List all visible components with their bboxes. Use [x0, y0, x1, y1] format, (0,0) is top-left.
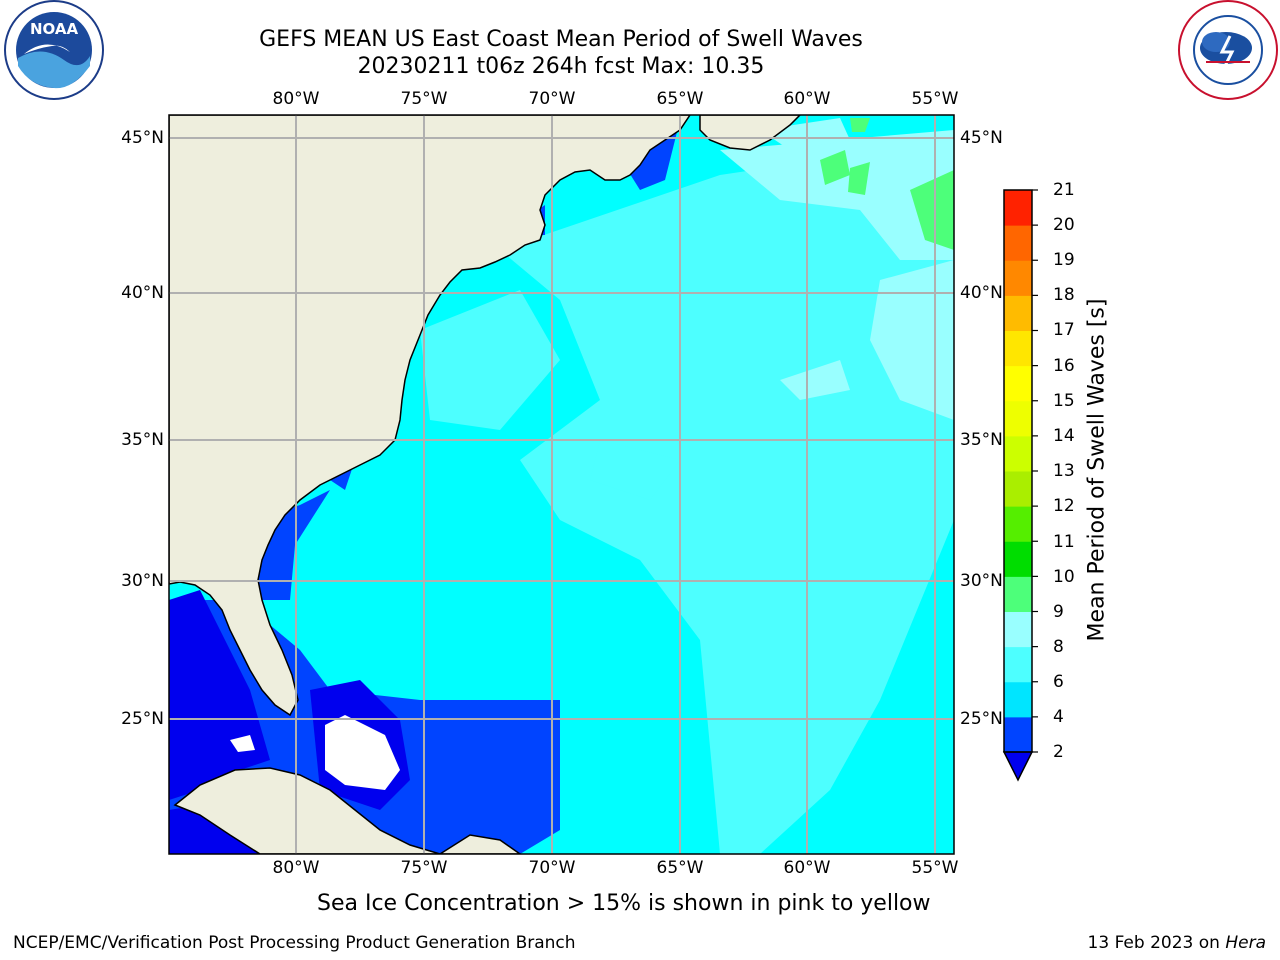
lat-label-right: 45°N	[960, 128, 1003, 148]
colorbar-tick: 12	[1053, 496, 1075, 516]
land-hispaniola	[438, 834, 522, 854]
colorbar-tick: 8	[1053, 637, 1064, 657]
chart-subtitle: 20230211 t06z 264h fcst Max: 10.35	[357, 54, 765, 79]
noaa-logo-text: NOAA	[30, 20, 79, 38]
lat-label-left: 35°N	[121, 430, 164, 450]
colorbar-segment	[1004, 260, 1032, 296]
colorbar-tick: 11	[1053, 532, 1075, 552]
lat-label-right: 40°N	[960, 283, 1003, 303]
lat-label-left: 30°N	[121, 571, 164, 591]
lon-label-bottom: 55°W	[911, 858, 959, 878]
lat-label-left: 45°N	[121, 128, 164, 148]
colorbar-tick: 20	[1053, 215, 1075, 235]
swell-field-6-8s	[420, 140, 954, 854]
lon-label-bottom: 80°W	[272, 858, 320, 878]
lat-label-left: 40°N	[121, 283, 164, 303]
nws-logo-icon	[1178, 0, 1278, 100]
noaa-logo-icon: NOAA	[4, 0, 104, 100]
lon-label-bottom: 70°W	[528, 858, 576, 878]
swell-field-9-10s	[820, 118, 954, 250]
colorbar-segment	[1004, 471, 1032, 507]
colorbar-segment	[1004, 365, 1032, 402]
colorbar-tick: 14	[1053, 426, 1075, 446]
lat-label-right: 30°N	[960, 571, 1003, 591]
land-cuba	[173, 767, 441, 854]
lat-label-left: 25°N	[121, 709, 164, 729]
colorbar-tick: 2	[1053, 742, 1064, 762]
colorbar-segment	[1004, 400, 1032, 437]
colorbar-tick: 16	[1053, 356, 1075, 376]
colorbar-segment	[1004, 295, 1032, 331]
chart-title: GEFS MEAN US East Coast Mean Period of S…	[259, 27, 863, 52]
colorbar	[1002, 189, 1038, 782]
colorbar-extend-min	[1002, 751, 1034, 782]
colorbar-tick: 9	[1053, 602, 1064, 622]
colorbar-segment	[1004, 576, 1032, 612]
no-data-areas	[230, 715, 400, 790]
footer-date: 13 Feb 2023 on Hera	[1088, 933, 1266, 953]
colorbar-segment	[1004, 541, 1032, 577]
map-frame	[168, 114, 955, 855]
footer-credit: NCEP/EMC/Verification Post Processing Pr…	[13, 933, 576, 953]
colorbar-segment	[1004, 330, 1032, 367]
lon-label-top: 75°W	[400, 89, 448, 109]
colorbar-tick: 6	[1053, 672, 1064, 692]
colorbar-tick: 21	[1053, 180, 1075, 200]
lon-label-bottom: 65°W	[656, 858, 704, 878]
colorbar-tick: 10	[1053, 567, 1075, 587]
colorbar-tick: 13	[1053, 461, 1075, 481]
colorbar-segment	[1004, 506, 1032, 542]
land-maritimes	[699, 115, 802, 151]
lat-label-right: 35°N	[960, 430, 1003, 450]
colorbar-segment	[1004, 681, 1032, 718]
lon-label-top: 70°W	[528, 89, 576, 109]
lon-label-bottom: 60°W	[783, 858, 831, 878]
colorbar-label: Mean Period of Swell Waves [s]	[1084, 298, 1110, 642]
colorbar-tick: 4	[1053, 707, 1064, 727]
colorbar-segment	[1004, 225, 1032, 261]
lon-label-bottom: 75°W	[400, 858, 448, 878]
lat-label-right: 25°N	[960, 709, 1003, 729]
colorbar-segment	[1004, 646, 1032, 683]
colorbar-tick: 15	[1053, 391, 1075, 411]
colorbar-segment	[1004, 435, 1032, 472]
colorbar-segment	[1004, 190, 1032, 226]
sea-ice-note: Sea Ice Concentration > 15% is shown in …	[317, 891, 931, 916]
lon-label-top: 65°W	[656, 89, 704, 109]
gridlines	[169, 115, 954, 854]
colorbar-segment	[1004, 716, 1032, 753]
colorbar-segment	[1004, 611, 1032, 648]
colorbar-tick: 19	[1053, 250, 1075, 270]
land-us-east-coast	[169, 115, 691, 717]
swell-field-8-9s	[720, 118, 954, 420]
lon-label-top: 60°W	[783, 89, 831, 109]
colorbar-tick: 18	[1053, 285, 1075, 305]
lon-label-top: 55°W	[911, 89, 959, 109]
lon-label-top: 80°W	[272, 89, 320, 109]
footer-system: Hera	[1225, 933, 1266, 953]
footer-date-text: 13 Feb 2023 on	[1087, 933, 1220, 953]
colorbar-tick: 17	[1053, 320, 1075, 340]
